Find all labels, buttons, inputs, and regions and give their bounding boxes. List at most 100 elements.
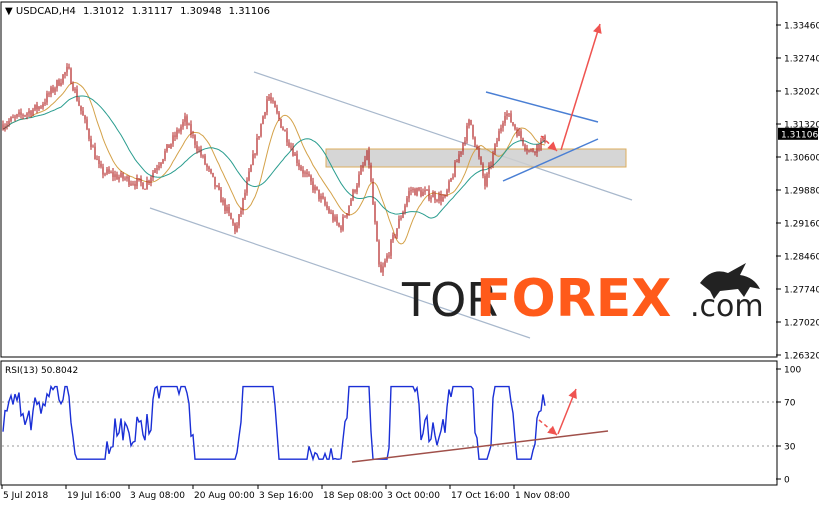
close-value: 1.31106 xyxy=(229,6,270,17)
watermark-forex: FOREX xyxy=(476,269,671,329)
candle-body xyxy=(214,176,216,187)
candle-body xyxy=(300,166,302,170)
candle-body xyxy=(390,240,392,256)
price-tick-label: 1.29880 xyxy=(784,187,819,197)
candle-body xyxy=(308,174,310,176)
candle-body xyxy=(468,119,470,126)
symbol-label: USDCAD,H4 xyxy=(16,6,76,17)
candle-body xyxy=(486,173,488,186)
candle-body xyxy=(544,136,546,143)
candle-body xyxy=(312,181,314,191)
candle-body xyxy=(518,131,520,136)
candle-body xyxy=(152,172,154,178)
candle-body xyxy=(94,146,96,160)
candle-body xyxy=(448,181,450,191)
candle-body xyxy=(268,96,270,100)
candle-body xyxy=(456,161,458,163)
candle-body xyxy=(500,127,502,132)
candle-body xyxy=(256,137,258,155)
price-tick-label: 1.32020 xyxy=(784,88,819,98)
candle-body xyxy=(142,182,144,190)
candle-body xyxy=(326,204,328,209)
candle-body xyxy=(364,159,366,165)
candle-body xyxy=(194,135,196,145)
rsi-tick-label: 0 xyxy=(784,476,790,486)
low-value: 1.30948 xyxy=(180,6,221,17)
candle-body xyxy=(506,113,508,116)
candle-body xyxy=(190,124,192,135)
candle-body xyxy=(258,136,260,138)
candle-body xyxy=(460,151,462,155)
price-tick-label: 1.26320 xyxy=(784,352,819,362)
price-tick-label: 1.33460 xyxy=(784,22,819,32)
candle-body xyxy=(156,168,158,170)
candle-body xyxy=(334,216,336,221)
candle-body xyxy=(496,141,498,144)
candle-body xyxy=(240,210,242,215)
price-tick-label: 1.27020 xyxy=(784,319,819,329)
candle-body xyxy=(32,109,34,116)
candle-body xyxy=(242,198,244,211)
time-tick-label: 1 Nov 08:00 xyxy=(515,491,570,501)
candle-body xyxy=(24,115,26,117)
time-tick-label: 18 Sep 08:00 xyxy=(323,491,383,501)
candle-body xyxy=(466,125,468,141)
candle-body xyxy=(440,194,442,202)
candle-body xyxy=(172,135,174,144)
candle-body xyxy=(12,117,14,119)
candle-body xyxy=(450,178,452,182)
candle-body xyxy=(514,125,516,129)
candle-body xyxy=(526,148,528,151)
candle-body xyxy=(274,101,276,108)
candle-body xyxy=(266,99,268,113)
candle-body xyxy=(110,172,112,174)
candle-body xyxy=(2,124,4,130)
candle-body xyxy=(182,121,184,127)
price-tick-label: 1.30600 xyxy=(784,154,819,164)
candle-body xyxy=(428,189,430,200)
candle-body xyxy=(92,146,94,148)
candle-body xyxy=(372,181,374,205)
candle-body xyxy=(504,115,506,124)
candle-body xyxy=(516,128,518,136)
candle-body xyxy=(26,113,28,116)
candle-body xyxy=(276,107,278,113)
candle-body xyxy=(464,140,466,143)
candle-body xyxy=(350,199,352,206)
candle-body xyxy=(304,172,306,174)
candle-body xyxy=(348,205,350,214)
candle-body xyxy=(332,212,334,221)
time-tick-label: 17 Oct 16:00 xyxy=(451,491,510,501)
candle-body xyxy=(444,194,446,198)
candle-body xyxy=(490,165,492,167)
candle-body xyxy=(498,131,500,142)
candle-body xyxy=(406,198,408,206)
candle-body xyxy=(150,177,152,183)
candle-body xyxy=(262,116,264,125)
candle-body xyxy=(538,144,540,149)
candle-body xyxy=(294,153,296,156)
candle-body xyxy=(346,213,348,217)
candle-body xyxy=(232,219,234,224)
candle-body xyxy=(316,186,318,190)
resistance-trendline xyxy=(485,91,599,123)
candle-body xyxy=(4,126,6,130)
open-value: 1.31012 xyxy=(83,6,124,17)
time-tick-label: 3 Oct 00:00 xyxy=(387,491,440,501)
candle-body xyxy=(478,148,480,157)
ma-fast-line xyxy=(2,81,546,245)
candle-body xyxy=(108,169,110,173)
candle-body xyxy=(488,165,490,174)
candle-body xyxy=(38,106,40,110)
candle-body xyxy=(84,115,86,120)
candle-body xyxy=(170,143,172,148)
candle-body xyxy=(218,185,220,190)
candle-body xyxy=(30,111,32,116)
channel-lower-line xyxy=(149,207,531,339)
candle-body xyxy=(82,110,84,116)
candle-body xyxy=(158,165,160,169)
candle-body xyxy=(292,147,294,156)
candle-body xyxy=(188,124,190,126)
candle-body xyxy=(22,114,24,116)
candle-body xyxy=(200,149,202,156)
